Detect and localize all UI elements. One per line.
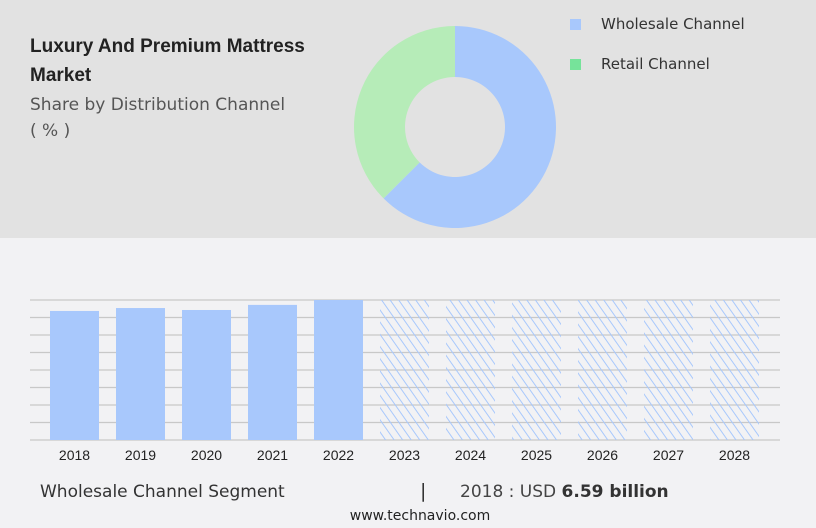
legend-swatch <box>570 58 581 70</box>
x-tick-label: 2027 <box>653 447 684 463</box>
bar-2020 <box>182 309 231 440</box>
legend-swatch <box>570 18 581 30</box>
pie-slice-wholesale-channel <box>383 26 556 228</box>
bar-2018 <box>50 310 99 440</box>
legend-label: Wholesale Channel <box>601 15 745 33</box>
site-url: www.technavio.com <box>349 508 491 524</box>
bar-2021 <box>248 304 297 440</box>
forecast-bar-2024 <box>446 300 495 440</box>
unit-text: ( % ) <box>30 121 71 141</box>
page-title: Luxury And Premium Mattress Market <box>30 36 305 86</box>
x-tick-label: 2028 <box>719 447 750 463</box>
year-label: 2018 : USD <box>460 482 557 502</box>
segment-value: 2018 : USD 6.59 billion <box>460 482 669 502</box>
forecast-bar-2028 <box>710 300 759 440</box>
legend-label: Retail Channel <box>601 55 710 73</box>
separator: | <box>420 480 427 502</box>
x-tick-label: 2020 <box>191 447 222 463</box>
x-tick-label: 2024 <box>455 447 486 463</box>
x-tick-label: 2026 <box>587 447 618 463</box>
forecast-bar-2025 <box>512 300 561 440</box>
bar-2019 <box>116 308 165 440</box>
x-tick-label: 2019 <box>125 447 156 463</box>
subtitle-text: Share by Distribution Channel <box>30 95 286 115</box>
x-tick-label: 2023 <box>389 447 420 463</box>
legend-item-retail: Retail Channel <box>570 55 710 73</box>
value-text: 6.59 billion <box>561 482 669 502</box>
x-tick-label: 2022 <box>323 447 354 463</box>
pie-slice-retail-channel <box>353 26 455 199</box>
legend-item-wholesale: Wholesale Channel <box>570 15 745 33</box>
forecast-bar-2023 <box>380 300 429 440</box>
segment-label: Wholesale Channel Segment <box>40 482 285 502</box>
forecast-bar-2026 <box>578 300 627 440</box>
x-tick-label: 2018 <box>59 447 90 463</box>
x-tick-label: 2021 <box>257 447 288 463</box>
forecast-bar-2027 <box>644 300 693 440</box>
x-tick-label: 2025 <box>521 447 552 463</box>
bar-2022 <box>314 300 363 440</box>
chart-subtitle: Share by Distribution Channel ( % ) <box>30 92 330 144</box>
